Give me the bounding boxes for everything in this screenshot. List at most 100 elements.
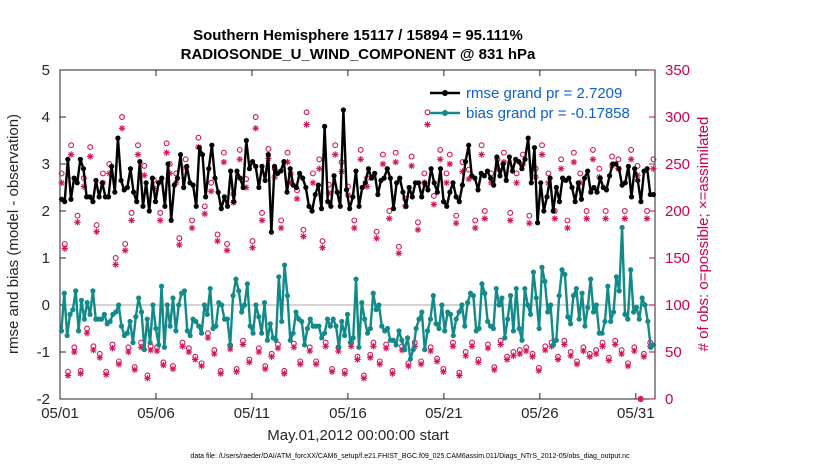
bias-point: [276, 274, 282, 280]
bias-point: [527, 311, 534, 317]
bias-point: [70, 307, 76, 313]
y-tick-label: 3: [42, 156, 50, 173]
rmse-point: [381, 175, 387, 181]
obs-assimilated-marker: [112, 261, 119, 268]
rmse-point: [322, 123, 328, 129]
bias-series: [58, 224, 657, 362]
rmse-point: [528, 180, 534, 186]
rmse-point: [591, 184, 597, 191]
obs-assimilated-marker: [627, 156, 635, 163]
obs-possible-marker: [577, 170, 584, 177]
rmse-point: [268, 229, 274, 235]
rmse-point: [569, 184, 575, 191]
bias-point: [279, 318, 285, 325]
obs-assimilated-marker: [306, 347, 313, 355]
obs-assimilated-marker: [430, 201, 438, 208]
obs-assimilated-marker: [557, 165, 565, 172]
rmse-point: [174, 175, 181, 181]
rmse-point: [390, 206, 397, 212]
obs-assimilated-marker: [58, 179, 65, 186]
obs-assimilated-marker: [567, 352, 574, 359]
bias-point: [427, 316, 434, 322]
obs-assimilated-marker: [341, 370, 348, 377]
rmse-point: [353, 168, 359, 174]
y-axis-label-right: # of obs: o=possible; ×=assimilated: [695, 117, 712, 352]
obs-assimilated-marker: [405, 362, 412, 370]
obs-assimilated-marker: [332, 151, 339, 158]
bias-point: [633, 304, 640, 310]
rmse-point: [62, 199, 68, 205]
rmse-point: [437, 166, 444, 172]
obs-assimilated-marker: [71, 348, 78, 356]
rmse-point: [497, 173, 503, 179]
bias-point: [219, 302, 225, 308]
obs-possible-marker: [87, 144, 94, 151]
obs-possible-marker: [224, 240, 230, 247]
y-tick-label: 0: [42, 297, 50, 314]
bias-point: [293, 309, 299, 315]
obs-assimilated-marker: [192, 356, 199, 363]
rmse-point: [328, 203, 334, 209]
obs-assimilated-marker: [274, 345, 282, 352]
rmse-point: [419, 194, 425, 200]
bias-point: [304, 325, 311, 332]
rmse-point: [397, 175, 403, 181]
bias-point: [342, 332, 348, 339]
rmse-point: [130, 189, 137, 195]
bias-point: [273, 337, 279, 343]
obs-assimilated-marker: [220, 158, 228, 166]
obs-assimilated-marker: [414, 226, 422, 233]
obs-assimilated-marker: [452, 220, 460, 227]
y-tick-label: 1: [42, 250, 50, 267]
obs-assimilated-marker: [360, 375, 368, 382]
bias-point: [350, 335, 356, 341]
bias-point: [422, 347, 428, 353]
obs-assimilated-marker: [319, 244, 326, 251]
rmse-point: [635, 177, 641, 184]
obs-assimilated-marker: [252, 125, 259, 132]
obs-assimilated-marker: [61, 245, 68, 252]
obs-possible-marker: [526, 212, 533, 219]
bias-point: [639, 295, 645, 301]
obs-assimilated-marker: [144, 375, 151, 382]
rmse-point: [143, 180, 149, 186]
bias-point: [107, 318, 113, 325]
bias-point: [118, 323, 125, 329]
legend-marker-bias: [442, 110, 448, 116]
bias-point: [424, 328, 431, 334]
x-tick-label: 05/11: [234, 405, 270, 422]
obs-assimilated-marker: [77, 370, 84, 377]
obs-possible-marker: [513, 170, 520, 177]
obs-possible-marker: [564, 217, 571, 224]
bias-point: [525, 302, 531, 308]
rmse-point: [638, 199, 644, 205]
legend-label-rmse: rmse grand pr = 2.7209: [466, 85, 622, 102]
rmse-point: [431, 180, 437, 186]
bias-point: [196, 323, 202, 329]
obs-assimilated-marker: [169, 365, 177, 373]
bias-point: [510, 328, 517, 334]
obs-possible-marker: [602, 208, 609, 214]
y-tick-label-right: 250: [665, 156, 690, 173]
bias-point: [439, 302, 445, 308]
rmse-point: [522, 156, 528, 162]
obs-assimilated-marker: [255, 348, 263, 356]
bias-point: [75, 328, 82, 334]
obs-assimilated-marker: [160, 361, 167, 369]
rmse-point: [428, 166, 434, 172]
rmse-point: [71, 175, 77, 181]
rmse-point: [500, 161, 506, 167]
obs-assimilated-marker: [370, 343, 377, 350]
obs-assimilated-marker: [640, 353, 648, 360]
bias-point: [419, 309, 425, 315]
bias-point: [230, 293, 236, 299]
obs-assimilated-marker: [643, 215, 651, 222]
obs-assimilated-marker: [462, 352, 469, 359]
bias-point: [590, 309, 597, 315]
bias-point: [605, 283, 611, 289]
obs-assimilated-marker: [373, 235, 380, 242]
bias-point: [570, 293, 577, 299]
bias-point: [259, 330, 265, 336]
bias-point: [433, 321, 439, 327]
obs-assimilated-marker: [128, 217, 135, 224]
